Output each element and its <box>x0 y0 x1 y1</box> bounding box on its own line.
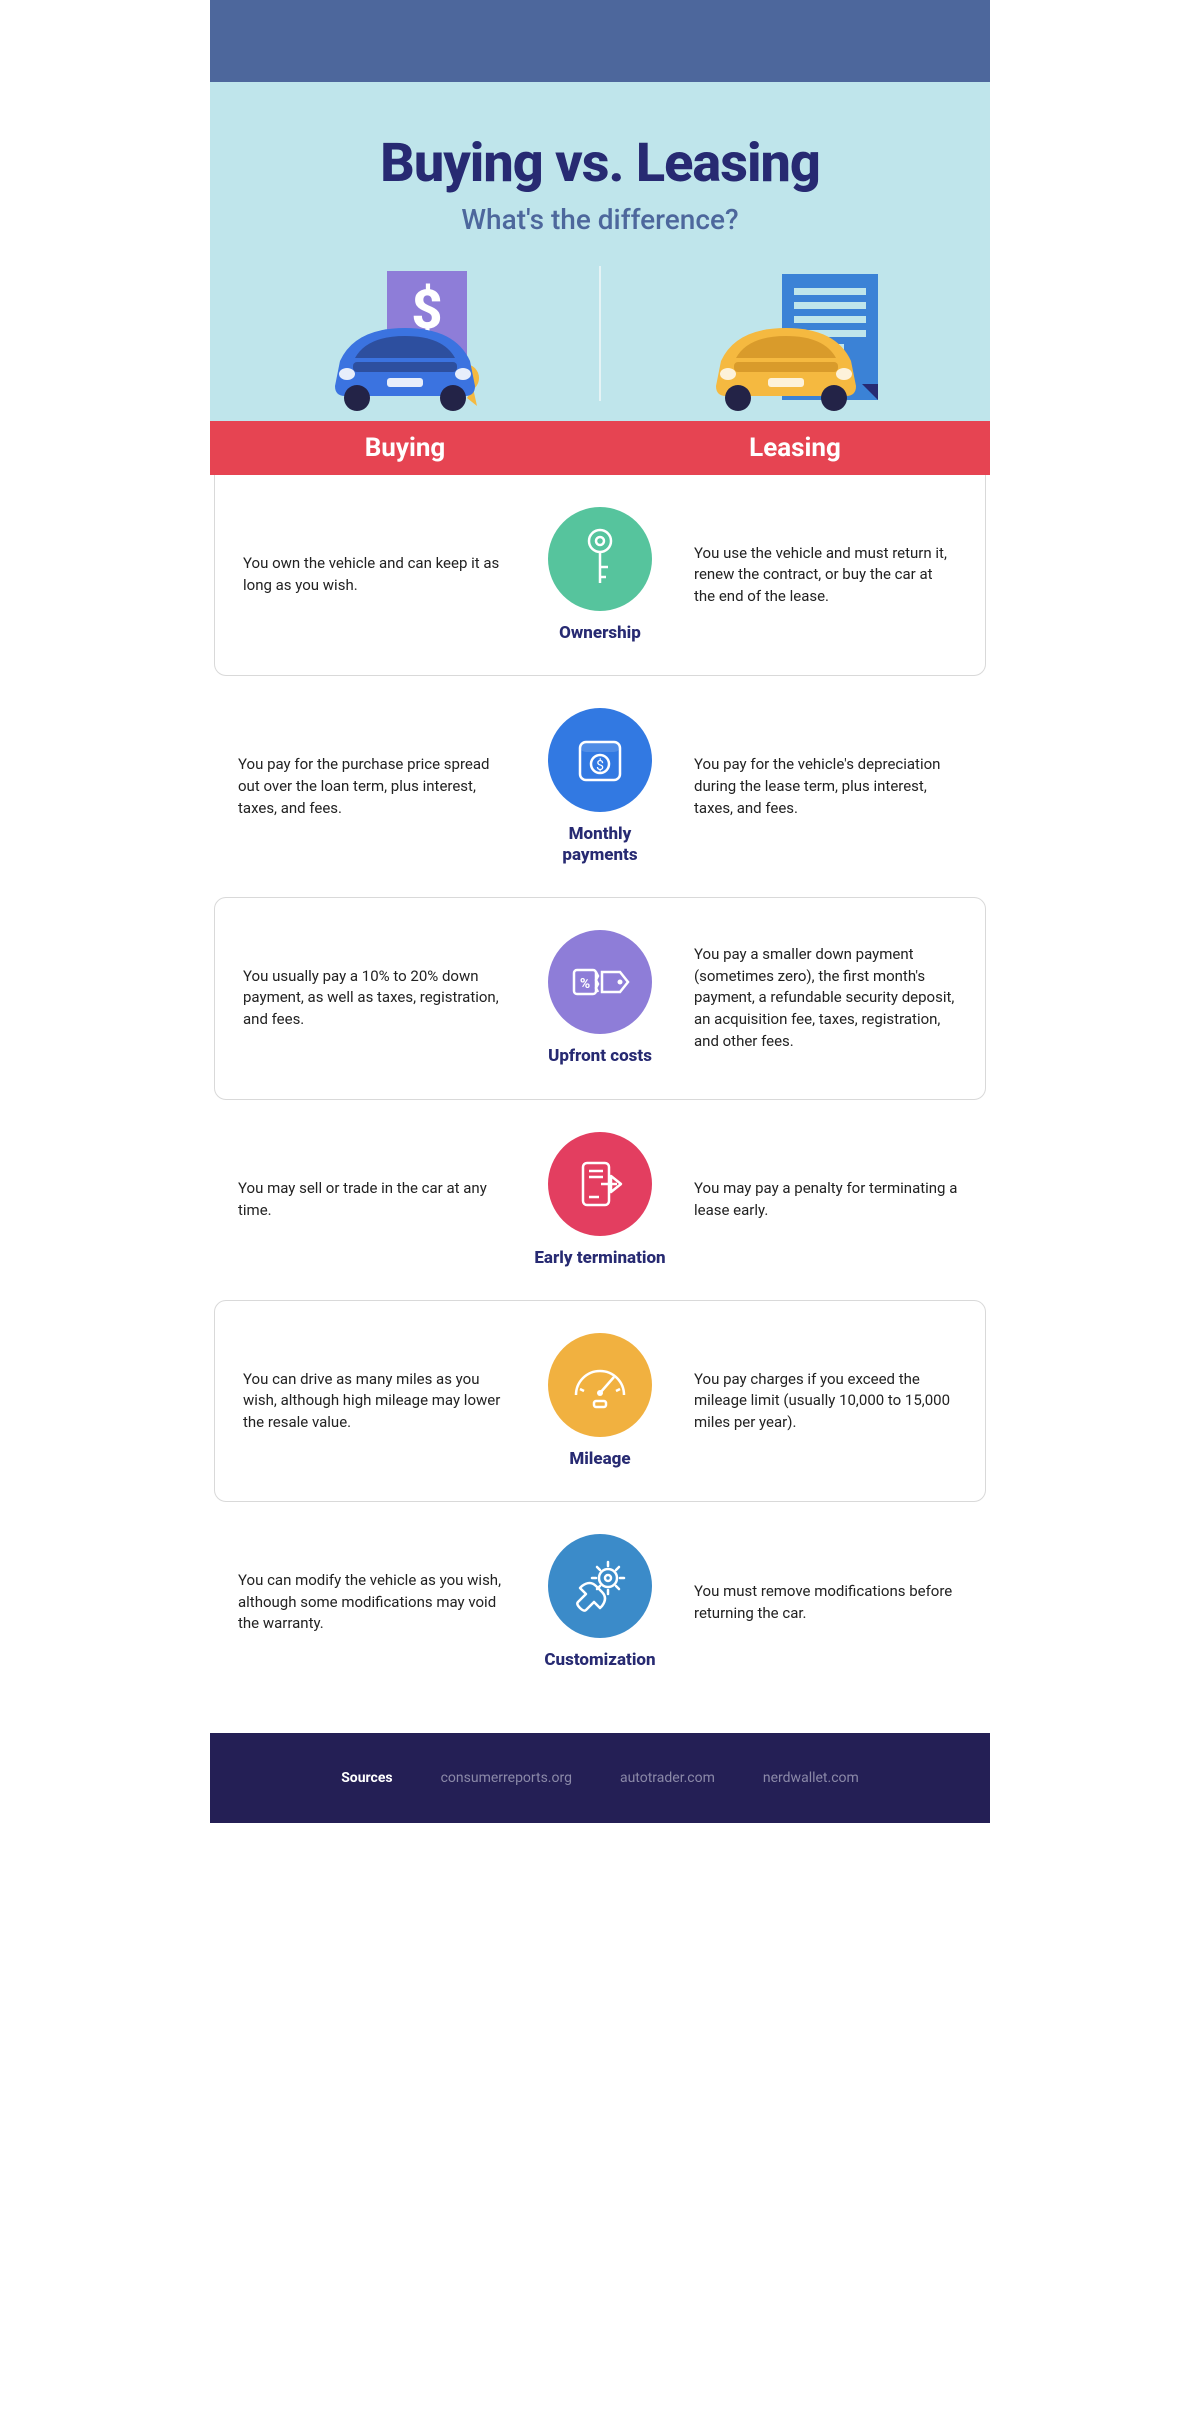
row-early-termination: You may sell or trade in the car at any … <box>210 1100 990 1300</box>
upfront-label: Upfront costs <box>548 1046 652 1066</box>
monthly-buying-text: You pay for the purchase price spread ou… <box>238 754 506 819</box>
comparison-section: You own the vehicle and can keep it as l… <box>210 475 990 1703</box>
row-customization: You can modify the vehicle as you wish, … <box>210 1502 990 1702</box>
column-header-leasing: Leasing <box>600 421 990 475</box>
row-monthly-payments: You pay for the purchase price spread ou… <box>210 676 990 897</box>
svg-text:%: % <box>580 976 590 992</box>
hero-cars-row: $ <box>210 266 990 421</box>
monthly-center: $ Monthly payments <box>530 708 670 865</box>
column-header-buying: Buying <box>210 421 600 475</box>
row-mileage: You can drive as many miles as you wish,… <box>214 1300 986 1502</box>
footer-source-1: consumerreports.org <box>441 1770 572 1786</box>
footer-source-3: nerdwallet.com <box>763 1770 859 1786</box>
calendar-dollar-icon: $ <box>548 708 652 812</box>
customization-label: Customization <box>544 1650 655 1670</box>
footer-label: Sources <box>341 1770 392 1786</box>
termination-leasing-text: You may pay a penalty for terminating a … <box>694 1178 962 1222</box>
mileage-buying-text: You can drive as many miles as you wish,… <box>243 1369 506 1434</box>
buying-car-illustration: $ <box>210 266 599 421</box>
customization-buying-text: You can modify the vehicle as you wish, … <box>238 1570 506 1635</box>
ownership-center: Ownership <box>530 507 670 643</box>
footer-source-2: autotrader.com <box>620 1770 715 1786</box>
footer-sources: Sources consumerreports.org autotrader.c… <box>210 1733 990 1823</box>
termination-center: Early termination <box>530 1132 670 1268</box>
svg-text:$: $ <box>596 757 604 774</box>
column-header-bar: Buying Leasing <box>210 421 990 475</box>
mileage-label: Mileage <box>569 1449 630 1469</box>
page-subtitle: What's the difference? <box>210 203 990 236</box>
ownership-leasing-text: You use the vehicle and must return it, … <box>694 543 957 608</box>
ownership-label: Ownership <box>559 623 641 643</box>
hero-section: Buying vs. Leasing What's the difference… <box>210 82 990 421</box>
upfront-buying-text: You usually pay a 10% to 20% down paymen… <box>243 966 506 1031</box>
monthly-label: Monthly payments <box>530 824 670 865</box>
wrench-gear-icon <box>548 1534 652 1638</box>
infographic-container: Buying vs. Leasing What's the difference… <box>210 0 990 1823</box>
leasing-car-illustration <box>601 266 990 421</box>
monthly-leasing-text: You pay for the vehicle's depreciation d… <box>694 754 962 819</box>
top-bar <box>210 0 990 82</box>
gauge-icon <box>548 1333 652 1437</box>
ownership-buying-text: You own the vehicle and can keep it as l… <box>243 553 506 597</box>
termination-label: Early termination <box>534 1248 665 1268</box>
upfront-center: % Upfront costs <box>530 930 670 1066</box>
customization-leasing-text: You must remove modifications before ret… <box>694 1581 962 1625</box>
upfront-leasing-text: You pay a smaller down payment (sometime… <box>694 944 957 1053</box>
customization-center: Customization <box>530 1534 670 1670</box>
page-title: Buying vs. Leasing <box>210 132 990 195</box>
mileage-leasing-text: You pay charges if you exceed the mileag… <box>694 1369 957 1434</box>
termination-buying-text: You may sell or trade in the car at any … <box>238 1178 506 1222</box>
row-ownership: You own the vehicle and can keep it as l… <box>214 475 986 676</box>
price-tag-icon: % <box>548 930 652 1034</box>
mileage-center: Mileage <box>530 1333 670 1469</box>
row-upfront-costs: You usually pay a 10% to 20% down paymen… <box>214 897 986 1099</box>
exit-document-icon <box>548 1132 652 1236</box>
key-icon <box>548 507 652 611</box>
